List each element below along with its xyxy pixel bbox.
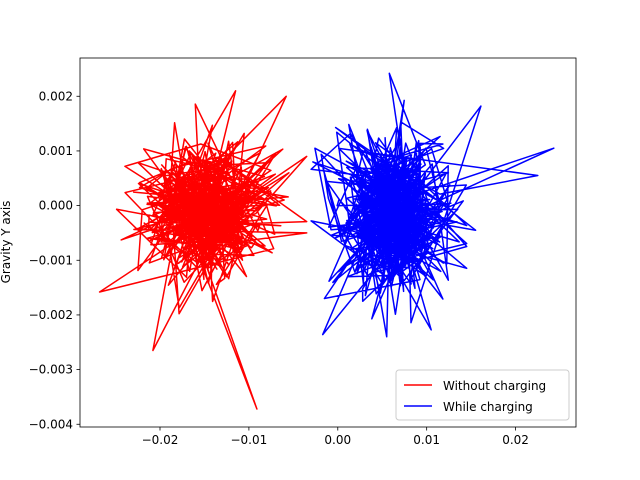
legend-box xyxy=(395,369,570,421)
x-axis: −0.02 −0.01 0.00 0.01 0.02 xyxy=(142,427,529,447)
y-tick-label: 0.000 xyxy=(39,199,73,213)
y-tick-label: 0.001 xyxy=(39,144,73,158)
legend-label-without-charging: Without charging xyxy=(443,379,546,393)
y-tick-label: −0.003 xyxy=(29,363,73,377)
legend: Without charging While charging xyxy=(395,369,570,421)
x-tick-label: 0.02 xyxy=(502,433,529,447)
y-tick-label: −0.004 xyxy=(29,417,73,431)
y-tick-label: 0.002 xyxy=(39,89,73,103)
series-layer xyxy=(98,72,555,410)
y-axis-label: Gravity Y axis xyxy=(0,201,13,284)
x-tick-label: −0.01 xyxy=(230,433,267,447)
y-tick-label: −0.002 xyxy=(29,308,73,322)
x-tick-label: −0.02 xyxy=(142,433,179,447)
x-tick-label: 0.01 xyxy=(413,433,440,447)
y-axis: −0.004 −0.003 −0.002 −0.001 0.000 0.001 0.002 xyxy=(29,89,80,431)
legend-label-while-charging: While charging xyxy=(443,400,533,414)
plot-frame xyxy=(79,57,577,428)
series-line-without-charging xyxy=(98,90,308,410)
series-line-while-charging xyxy=(310,72,555,338)
x-tick-label: 0.00 xyxy=(324,433,351,447)
y-tick-label: −0.001 xyxy=(29,253,73,267)
